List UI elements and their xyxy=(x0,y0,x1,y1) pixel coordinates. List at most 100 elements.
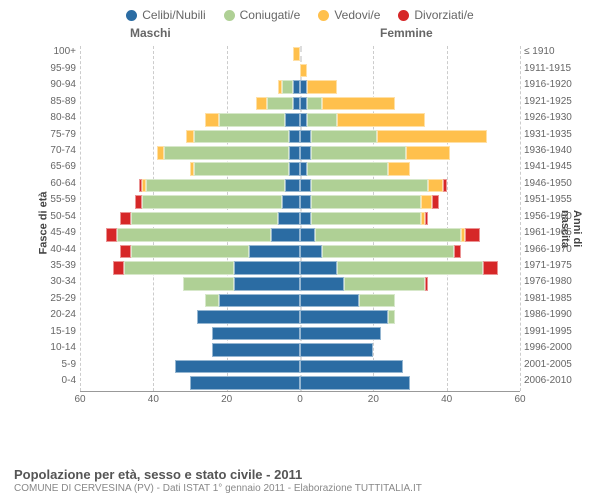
bar-segment xyxy=(139,179,143,192)
bar-row xyxy=(80,212,520,225)
bar-segment xyxy=(322,245,454,258)
age-label: 65-69 xyxy=(20,161,76,172)
bar-segment xyxy=(300,294,359,307)
bar-segment xyxy=(300,80,307,93)
bar-row xyxy=(80,376,520,389)
birth-year-label: 1996-2000 xyxy=(524,342,582,353)
bar-row xyxy=(80,80,520,93)
bar-segment xyxy=(234,261,300,274)
footer: Popolazione per età, sesso e stato civil… xyxy=(14,467,422,494)
bar-segment xyxy=(465,228,480,241)
bar-segment xyxy=(337,261,484,274)
bar-segment xyxy=(337,113,425,126)
bar-segment xyxy=(285,113,300,126)
birth-year-label: 1971-1975 xyxy=(524,260,582,271)
bar-segment xyxy=(307,162,388,175)
bar-segment xyxy=(406,146,450,159)
legend-item: Divorziati/e xyxy=(398,8,473,22)
birth-year-label: 1986-1990 xyxy=(524,309,582,320)
bar-segment xyxy=(271,228,300,241)
header-male: Maschi xyxy=(130,26,171,40)
bar-segment xyxy=(142,179,146,192)
bar-segment xyxy=(311,130,377,143)
bar-row xyxy=(80,245,520,258)
bar-row xyxy=(80,343,520,356)
legend-swatch xyxy=(318,10,329,21)
bar-segment xyxy=(135,195,142,208)
bar-segment xyxy=(300,376,410,389)
chart-subtitle: COMUNE DI CERVESINA (PV) - Dati ISTAT 1°… xyxy=(14,483,422,494)
x-tick-label: 40 xyxy=(441,394,452,405)
bar-segment xyxy=(428,179,443,192)
bar-segment xyxy=(311,146,406,159)
bar-segment xyxy=(131,245,248,258)
bar-segment xyxy=(300,277,344,290)
bar-segment xyxy=(300,310,388,323)
bar-segment xyxy=(293,80,300,93)
bar-segment xyxy=(282,80,293,93)
bar-segment xyxy=(106,228,117,241)
bar-segment xyxy=(344,277,425,290)
x-tick-label: 40 xyxy=(148,394,159,405)
bar-segment xyxy=(300,228,315,241)
bar-segment xyxy=(421,195,432,208)
bar-segment xyxy=(249,245,300,258)
birth-year-label: 1936-1940 xyxy=(524,145,582,156)
bar-segment xyxy=(142,195,281,208)
bar-segment xyxy=(113,261,124,274)
bar-segment xyxy=(300,179,311,192)
bar-row xyxy=(80,47,520,60)
x-tick-label: 20 xyxy=(368,394,379,405)
legend-label: Vedovi/e xyxy=(334,8,380,22)
bar-row xyxy=(80,360,520,373)
bar-segment xyxy=(117,228,271,241)
bar-segment xyxy=(300,245,322,258)
bar-segment xyxy=(120,212,131,225)
birth-year-label: 2001-2005 xyxy=(524,359,582,370)
bar-segment xyxy=(300,343,373,356)
bar-segment xyxy=(432,195,439,208)
birth-year-label: 1991-1995 xyxy=(524,326,582,337)
birth-year-label: 1951-1955 xyxy=(524,194,582,205)
age-label: 70-74 xyxy=(20,145,76,156)
age-label: 85-89 xyxy=(20,96,76,107)
plot-area xyxy=(80,46,520,392)
bar-segment xyxy=(300,212,311,225)
bar-segment xyxy=(300,360,403,373)
age-label: 15-19 xyxy=(20,326,76,337)
bar-segment xyxy=(120,245,131,258)
bar-segment xyxy=(183,277,234,290)
legend-item: Coniugati/e xyxy=(224,8,301,22)
bar-segment xyxy=(267,97,293,110)
bar-segment xyxy=(388,310,395,323)
bar-row xyxy=(80,277,520,290)
bar-segment xyxy=(300,146,311,159)
birth-year-label: 1926-1930 xyxy=(524,112,582,123)
bar-row xyxy=(80,179,520,192)
x-tick-label: 60 xyxy=(514,394,525,405)
bar-segment xyxy=(164,146,289,159)
chart: Fasce di età Anni di nascita 60402002040… xyxy=(20,42,580,422)
bar-segment xyxy=(300,162,307,175)
bar-segment xyxy=(311,179,428,192)
bar-segment xyxy=(219,113,285,126)
bar-row xyxy=(80,113,520,126)
x-tick-label: 0 xyxy=(297,394,303,405)
bar-row xyxy=(80,97,520,110)
age-label: 0-4 xyxy=(20,375,76,386)
bar-segment xyxy=(293,97,300,110)
bar-segment xyxy=(377,130,487,143)
bar-segment xyxy=(300,97,307,110)
bar-segment xyxy=(307,97,322,110)
age-label: 90-94 xyxy=(20,79,76,90)
bar-segment xyxy=(197,310,300,323)
age-label: 35-39 xyxy=(20,260,76,271)
bar-segment xyxy=(212,327,300,340)
bar-segment xyxy=(307,80,336,93)
birth-year-label: 1916-1920 xyxy=(524,79,582,90)
bar-segment xyxy=(219,294,300,307)
bar-segment xyxy=(186,130,193,143)
bar-segment xyxy=(300,113,307,126)
bar-segment xyxy=(315,228,462,241)
age-label: 75-79 xyxy=(20,129,76,140)
